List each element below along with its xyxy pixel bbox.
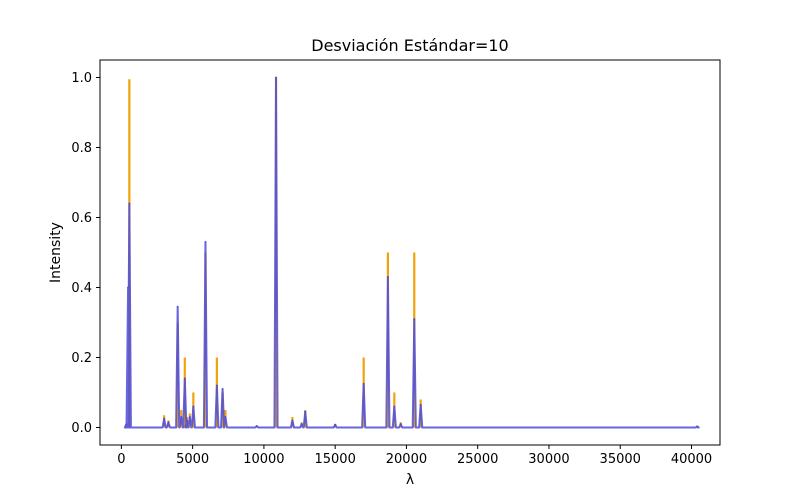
series-2-point xyxy=(186,419,188,422)
chart-title: Desviación Estándar=10 xyxy=(311,36,508,55)
series-2-point xyxy=(216,384,218,387)
x-tick-label: 20000 xyxy=(386,452,427,467)
series-2-point xyxy=(291,419,294,422)
series-2-point xyxy=(399,423,402,425)
plot-frame xyxy=(99,59,721,446)
series-2-point xyxy=(275,76,277,79)
series-2-point xyxy=(188,416,191,418)
y-tick-label: 1.0 xyxy=(71,71,92,86)
series-2-point xyxy=(204,241,207,243)
x-tick-label: 25000 xyxy=(457,452,498,467)
plot-area xyxy=(100,60,720,445)
x-axis-label: λ xyxy=(406,472,414,488)
series-2-line xyxy=(123,76,700,429)
x-tick-label: 15000 xyxy=(314,452,355,467)
series-2-point xyxy=(362,382,365,385)
y-tick-label: 0.4 xyxy=(71,281,92,296)
series-2-point xyxy=(184,377,186,380)
x-tick-label: 10000 xyxy=(243,452,284,467)
series-2-point xyxy=(334,423,336,426)
series-2-point xyxy=(221,388,224,390)
series-2-point xyxy=(696,425,698,428)
series-layer xyxy=(123,76,700,429)
x-tick-label: 40000 xyxy=(671,452,712,467)
series-2-point xyxy=(125,423,128,425)
series-2-point xyxy=(300,423,303,425)
series-2-point xyxy=(255,425,258,427)
series-2-point xyxy=(128,202,131,205)
y-tick-label: 0.8 xyxy=(71,141,92,156)
y-axis-label: Intensity xyxy=(48,222,64,283)
series-2-point xyxy=(163,417,165,420)
y-tick-label: 0.6 xyxy=(71,211,92,226)
x-tick-label: 0 xyxy=(117,452,125,467)
series-2-point xyxy=(127,286,129,289)
series-2-point xyxy=(176,305,179,308)
series-2-point xyxy=(393,405,396,408)
series-2-point xyxy=(413,318,416,320)
x-tick-label: 35000 xyxy=(600,452,641,467)
series-2-point xyxy=(387,276,389,278)
x-tick-label: 5000 xyxy=(176,452,209,467)
series-2-point xyxy=(304,410,307,413)
y-tick-label: 0.2 xyxy=(71,351,92,366)
series-2-point xyxy=(224,416,227,418)
series-2-point xyxy=(167,421,170,424)
series-2-point xyxy=(192,405,195,408)
x-tick-label: 30000 xyxy=(528,452,569,467)
y-tick-label: 0.0 xyxy=(71,421,92,436)
series-2-point xyxy=(419,403,422,406)
series-2-point xyxy=(180,416,183,418)
